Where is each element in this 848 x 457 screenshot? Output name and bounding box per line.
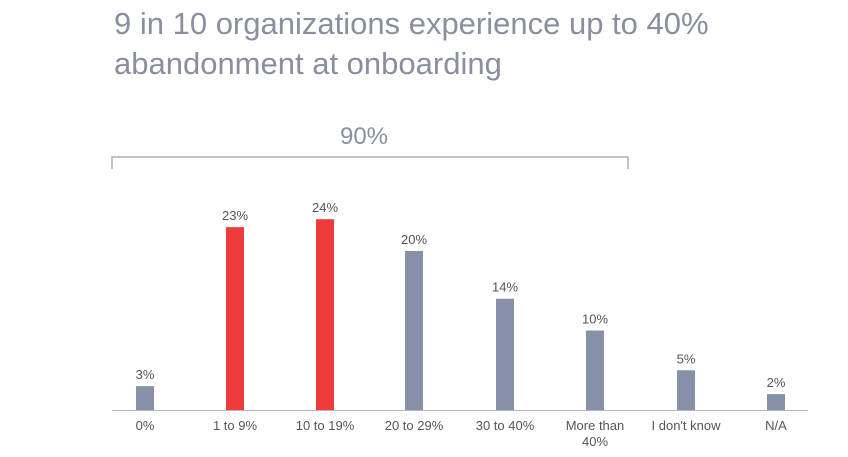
category-label-6: I don't know — [652, 418, 722, 433]
category-label-2: 10 to 19% — [296, 418, 355, 433]
bar-0 — [136, 386, 154, 410]
bar-7 — [767, 394, 785, 410]
value-labels: 3% 23% 24% 20% 14% 10% 5% 2% — [136, 200, 786, 390]
value-label-3: 20% — [401, 232, 427, 247]
bar-6 — [677, 370, 695, 410]
value-label-4: 14% — [492, 280, 518, 295]
category-label-5: More than 40% — [566, 418, 625, 449]
bar-2 — [316, 219, 334, 410]
category-label-4: 30 to 40% — [476, 418, 535, 433]
value-label-1: 23% — [222, 208, 248, 223]
value-label-5: 10% — [582, 312, 608, 327]
bar-3 — [405, 251, 423, 410]
bracket — [111, 156, 629, 169]
bracket-label: 90% — [340, 123, 388, 150]
category-labels: 0% 1 to 9% 10 to 19% 20 to 29% 30 to 40% More… — [136, 418, 788, 449]
bracket-line — [111, 156, 629, 169]
category-label-3: 20 to 29% — [385, 418, 444, 433]
bar-1 — [226, 227, 244, 410]
value-label-2: 24% — [312, 200, 338, 215]
bar-5 — [586, 330, 604, 410]
value-label-6: 5% — [677, 351, 696, 366]
category-label-0: 0% — [136, 418, 155, 433]
bars — [136, 219, 785, 410]
chart-title: 9 in 10 organizations experience up to 4… — [114, 6, 709, 81]
bar-4 — [496, 298, 514, 410]
category-label-7: N/A — [765, 418, 787, 433]
value-label-7: 2% — [767, 375, 786, 390]
value-label-0: 3% — [136, 367, 155, 382]
category-label-1: 1 to 9% — [213, 418, 258, 433]
